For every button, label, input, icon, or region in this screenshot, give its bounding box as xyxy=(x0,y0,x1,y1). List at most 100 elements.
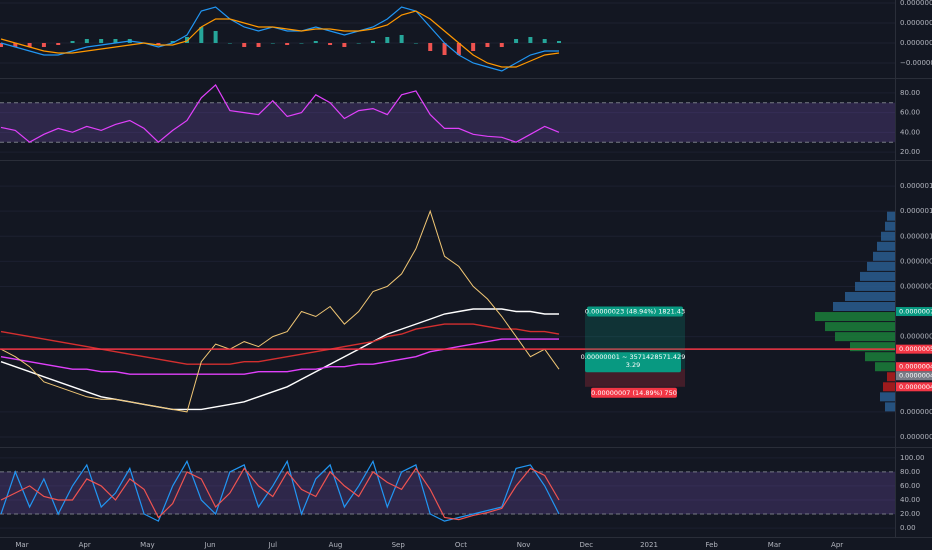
x-tick-label: Mar xyxy=(15,541,28,549)
price-label-box xyxy=(896,382,932,392)
histogram-bar xyxy=(27,43,32,47)
x-tick-label: Mar xyxy=(768,541,781,549)
profile-bar xyxy=(881,231,895,241)
histogram-bar xyxy=(456,43,461,55)
histogram-bar xyxy=(185,37,189,43)
histogram-bar xyxy=(242,43,247,47)
y-tick-label: 0.00000080 xyxy=(900,282,932,290)
profile-bar xyxy=(880,392,895,402)
histogram-bar xyxy=(99,39,104,43)
histogram-bar xyxy=(213,31,218,43)
moving-average xyxy=(0,338,559,375)
profile-bar xyxy=(885,221,895,231)
histogram-bar xyxy=(156,43,161,45)
mid-label: 0.00000001 ~ 3571428571.429 xyxy=(581,353,686,361)
histogram-bar xyxy=(557,41,561,43)
indicator-line xyxy=(0,467,560,521)
histogram-bar xyxy=(41,43,46,47)
indicator-line xyxy=(0,10,560,68)
price-label: 0.00000040 xyxy=(899,383,932,391)
y-tick-label: 40.00 xyxy=(900,128,920,136)
y-tick-label: 0.00000020 xyxy=(900,433,932,441)
y-tick-label: 0.00000110 xyxy=(900,207,932,215)
profile-bar xyxy=(877,241,895,251)
profile-bar xyxy=(825,322,895,332)
stop-label-box xyxy=(591,387,677,398)
stop-label: 0.00000007 (14.89%) 750 xyxy=(591,389,677,397)
moving-average xyxy=(0,323,560,365)
price-line xyxy=(0,209,560,413)
profile-bar xyxy=(883,382,895,392)
histogram-bar xyxy=(170,41,175,43)
histogram-bar xyxy=(413,43,418,44)
histogram-bar xyxy=(313,41,318,43)
x-tick-label: Oct xyxy=(455,541,467,549)
histogram-bar xyxy=(256,43,261,47)
histogram-bar xyxy=(471,43,476,51)
y-tick-label: 0.00000030 xyxy=(900,408,932,416)
histogram-bar xyxy=(113,39,118,43)
histogram-bar xyxy=(299,43,304,44)
histogram-bar xyxy=(0,43,3,47)
profile-bar xyxy=(887,372,895,382)
price-label: 0.00000070 xyxy=(899,308,932,316)
profile-bar xyxy=(875,362,895,372)
y-tick-label: 0.00000120 xyxy=(900,182,932,190)
price-label: 0.00000048 xyxy=(899,363,932,371)
histogram-bar xyxy=(356,43,361,44)
histogram-bar xyxy=(199,27,204,43)
profile-bar xyxy=(887,211,895,221)
profile-bar xyxy=(855,281,895,291)
ratio-label: 3.29 xyxy=(626,361,640,369)
y-tick-label: 20.00 xyxy=(900,510,920,518)
profile-bar xyxy=(833,302,895,312)
x-tick-label: Dec xyxy=(580,541,594,549)
price-label-box xyxy=(896,307,932,317)
histogram-bar xyxy=(328,43,333,45)
histogram-bar xyxy=(13,43,18,47)
histogram-bar xyxy=(84,39,89,43)
x-tick-label: Sep xyxy=(392,541,406,549)
histogram-bar xyxy=(499,43,504,47)
histogram-bar xyxy=(428,43,433,51)
histogram-bar xyxy=(542,39,547,43)
x-tick-label: Aug xyxy=(329,541,343,549)
y-tick-label: −0.00000005 xyxy=(900,59,932,67)
x-tick-label: Feb xyxy=(705,541,718,549)
x-tick-label: Apr xyxy=(831,541,843,549)
x-tick-label: Nov xyxy=(517,541,531,549)
histogram-bar xyxy=(399,35,404,43)
histogram-bar xyxy=(485,43,490,47)
profile-bar xyxy=(865,352,895,362)
moving-average xyxy=(0,308,559,411)
y-tick-label: 0.00000005 xyxy=(900,19,932,27)
histogram-bar xyxy=(514,39,519,43)
profile-bar xyxy=(815,312,895,322)
x-tick-label: Jul xyxy=(268,541,278,549)
histogram-bar xyxy=(270,43,275,44)
indicator-line xyxy=(0,6,559,72)
target-label-box xyxy=(587,306,683,317)
x-tick-label: May xyxy=(140,541,154,549)
price-label: 0.00000047 xyxy=(899,372,932,380)
x-tick-label: Jun xyxy=(204,541,216,549)
profile-bar xyxy=(873,251,895,261)
histogram-bar xyxy=(342,43,347,47)
y-tick-label: 0.00000060 xyxy=(900,333,932,341)
histogram-bar xyxy=(442,43,447,55)
y-tick-label: 80.00 xyxy=(900,89,920,97)
histogram-bar xyxy=(70,41,75,43)
histogram-bar xyxy=(528,37,533,43)
histogram-bar xyxy=(285,43,290,45)
y-tick-label: 0.00000000 xyxy=(900,39,932,47)
histogram-bar xyxy=(385,37,390,43)
price-label-box xyxy=(896,344,932,354)
y-tick-label: 60.00 xyxy=(900,109,920,117)
band xyxy=(0,102,895,143)
y-tick-label: 80.00 xyxy=(900,468,920,476)
y-tick-label: 100.00 xyxy=(900,454,925,462)
